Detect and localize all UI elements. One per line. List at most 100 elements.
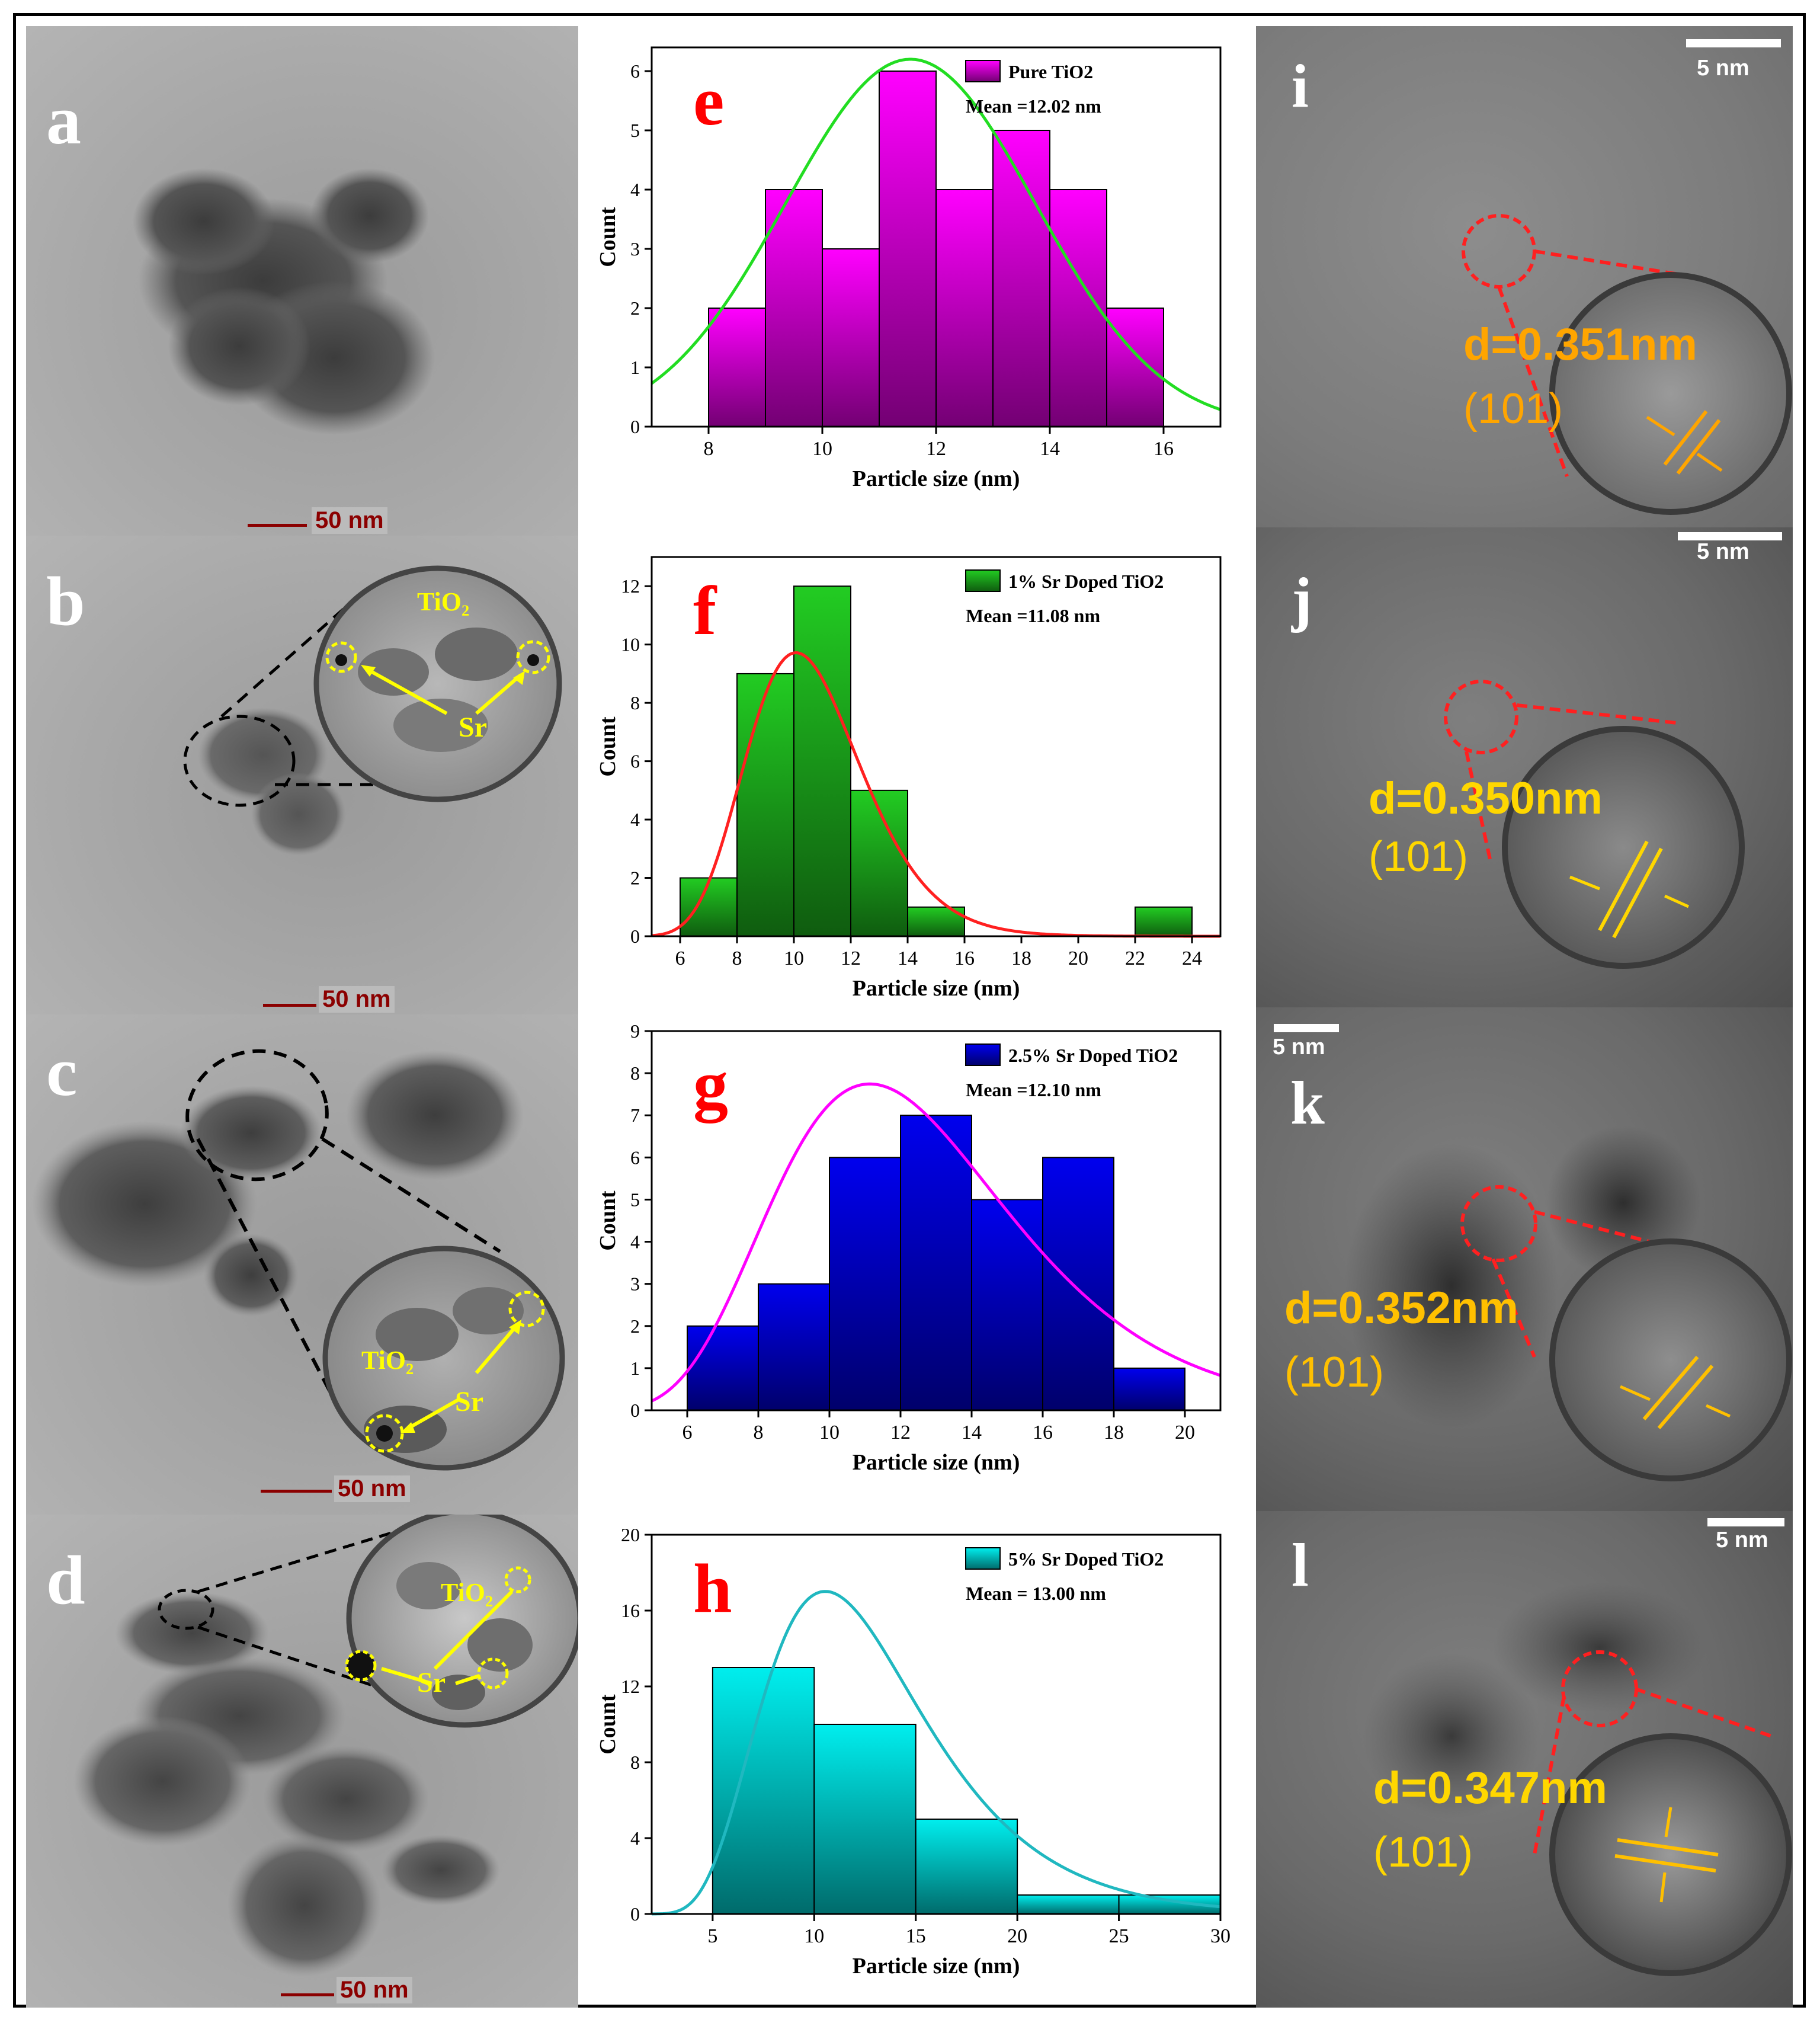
legend-swatch: [965, 569, 1001, 592]
x-tick-label: 24: [1182, 948, 1202, 969]
histogram-bar: [1017, 1894, 1120, 1915]
y-tick-label: 16: [621, 1600, 640, 1621]
chart-panel-letter: e: [693, 62, 724, 140]
scale-bar-k: [1274, 1024, 1339, 1032]
histogram-bar: [1113, 1367, 1185, 1411]
plot-frame: [651, 1030, 1222, 1411]
histogram-bar: [708, 308, 766, 427]
y-tick-label: 9: [630, 1020, 640, 1042]
scale-label-b: 50 nm: [319, 986, 395, 1013]
y-tick-label: 8: [630, 1062, 640, 1084]
x-tick-label: 20: [1007, 1925, 1027, 1947]
plane-i: (101): [1463, 385, 1563, 433]
figure-frame: [13, 13, 1806, 2008]
histogram-g: 6 8 10 12 14 16 18 20 0 1 2 3 4 5 6 7 8 9 Particle size (n…: [592, 1019, 1244, 1475]
scale-bar-b: [263, 1004, 316, 1007]
histogram-h-svg: 5 10 15 20 25 30 0 4 8 12 16 20 Particle size (nm) Co…: [595, 1524, 1231, 1979]
sr-label-b: Sr: [459, 712, 487, 743]
chart-panel-letter: f: [693, 572, 717, 649]
y-tick-label: 12: [621, 1676, 640, 1697]
y-tick-label: 5: [630, 120, 640, 141]
panel-letter-b: b: [46, 562, 85, 640]
x-tick-label: 12: [841, 948, 861, 969]
histogram-bar: [680, 877, 738, 937]
scale-bar-i: [1686, 39, 1781, 47]
d-spacing-l: d=0.347nm: [1373, 1763, 1607, 1813]
histogram-f: 6 8 10 12 14 16 18 20 22 24 0 2 4 6 8 10 12 Particle size…: [592, 545, 1244, 1001]
x-tick-label: 12: [890, 1422, 911, 1443]
x-tick-label: 8: [732, 948, 742, 969]
chart-panel-letter: h: [693, 1550, 732, 1627]
histogram-bar: [822, 248, 880, 427]
scale-label-i: 5 nm: [1697, 56, 1749, 81]
y-tick-label: 4: [630, 179, 640, 200]
x-tick-label: 12: [926, 438, 946, 460]
particle-cluster-d: [73, 1515, 578, 1977]
y-tick-label: 8: [630, 692, 640, 713]
plot-frame: [651, 1534, 1222, 1915]
histogram-bar: [879, 71, 937, 427]
x-tick-label: 20: [1175, 1422, 1195, 1443]
tio2-label-c: TiO₂: [361, 1346, 414, 1375]
plane-l: (101): [1373, 1829, 1473, 1876]
x-tick-label: 16: [1153, 438, 1174, 460]
mean-label: Mean =12.10 nm: [966, 1079, 1101, 1100]
histogram-bar: [687, 1325, 759, 1411]
fit-curve: [651, 1082, 1221, 1403]
y-tick-label: 0: [630, 1903, 640, 1925]
y-tick-label: 4: [630, 809, 640, 830]
x-tick-label: 22: [1125, 948, 1145, 969]
y-tick-label: 1: [630, 357, 640, 378]
plane-k: (101): [1284, 1349, 1385, 1396]
panel-letter-l: l: [1292, 1531, 1309, 1599]
y-tick-label: 2: [630, 868, 640, 889]
y-tick-label: 8: [630, 1752, 640, 1773]
x-tick-label: 15: [906, 1925, 926, 1947]
y-axis-label: Count: [595, 1694, 620, 1755]
histogram-bar: [1135, 906, 1193, 937]
histogram-bar: [813, 1724, 917, 1915]
panel-letter-j: j: [1292, 565, 1312, 633]
scale-label-c: 50 nm: [334, 1475, 410, 1502]
y-tick-label: 5: [630, 1189, 640, 1210]
chart-panel-letter: g: [693, 1046, 728, 1123]
histogram-h: 5 10 15 20 25 30 0 4 8 12 16 20 Particle size (nm) Co…: [592, 1523, 1244, 1979]
scale-label-a: 50 nm: [312, 507, 387, 534]
legend-swatch: [965, 1043, 1001, 1066]
y-tick-label: 0: [630, 416, 640, 437]
panel-letter-d: d: [46, 1541, 85, 1619]
scale-bar-j: [1678, 532, 1782, 540]
y-tick-label: 4: [630, 1231, 640, 1253]
hrtem-panel-k: 5 nm k d=0.352nm (101): [1256, 1007, 1793, 1511]
particle-cluster-b: [183, 565, 562, 856]
legend-label: Pure TiO2: [1008, 61, 1093, 82]
mean-label: Mean =11.08 nm: [966, 605, 1100, 626]
legend-swatch: [965, 1547, 1001, 1570]
legend-label: 5% Sr Doped TiO2: [1008, 1548, 1164, 1570]
tem-panel-c: c TiO₂ Sr 50 nm: [26, 1014, 578, 1515]
legend-label: 2.5% Sr Doped TiO2: [1008, 1045, 1178, 1066]
histogram-bar: [1042, 1157, 1114, 1411]
sr-label-c: Sr: [455, 1386, 483, 1417]
y-tick-label: 6: [630, 60, 640, 82]
d-spacing-k: d=0.352nm: [1284, 1283, 1518, 1333]
particle-cluster-a: [133, 168, 435, 435]
hrtem-overlay-k: [1345, 1126, 1792, 1481]
x-axis-label: Particle size (nm): [853, 976, 1020, 1001]
scale-label-d: 50 nm: [337, 1977, 412, 2003]
scale-label-l: 5 nm: [1716, 1528, 1768, 1553]
hrtem-overlay-j: [1444, 680, 1745, 969]
y-tick-label: 3: [630, 238, 640, 260]
y-tick-label: 6: [630, 1147, 640, 1168]
hrtem-panel-j: j 5 nm d=0.350nm (101): [1256, 527, 1793, 1007]
plot-frame: [651, 556, 1222, 937]
histogram-bar: [971, 1199, 1043, 1411]
panel-letter-c: c: [46, 1033, 78, 1110]
x-axis-label: Particle size (nm): [853, 1954, 1020, 1979]
histogram-bar: [758, 1283, 830, 1411]
x-tick-label: 20: [1068, 948, 1088, 969]
y-axis-label: Count: [595, 1190, 620, 1251]
fit-curve: [651, 57, 1221, 411]
